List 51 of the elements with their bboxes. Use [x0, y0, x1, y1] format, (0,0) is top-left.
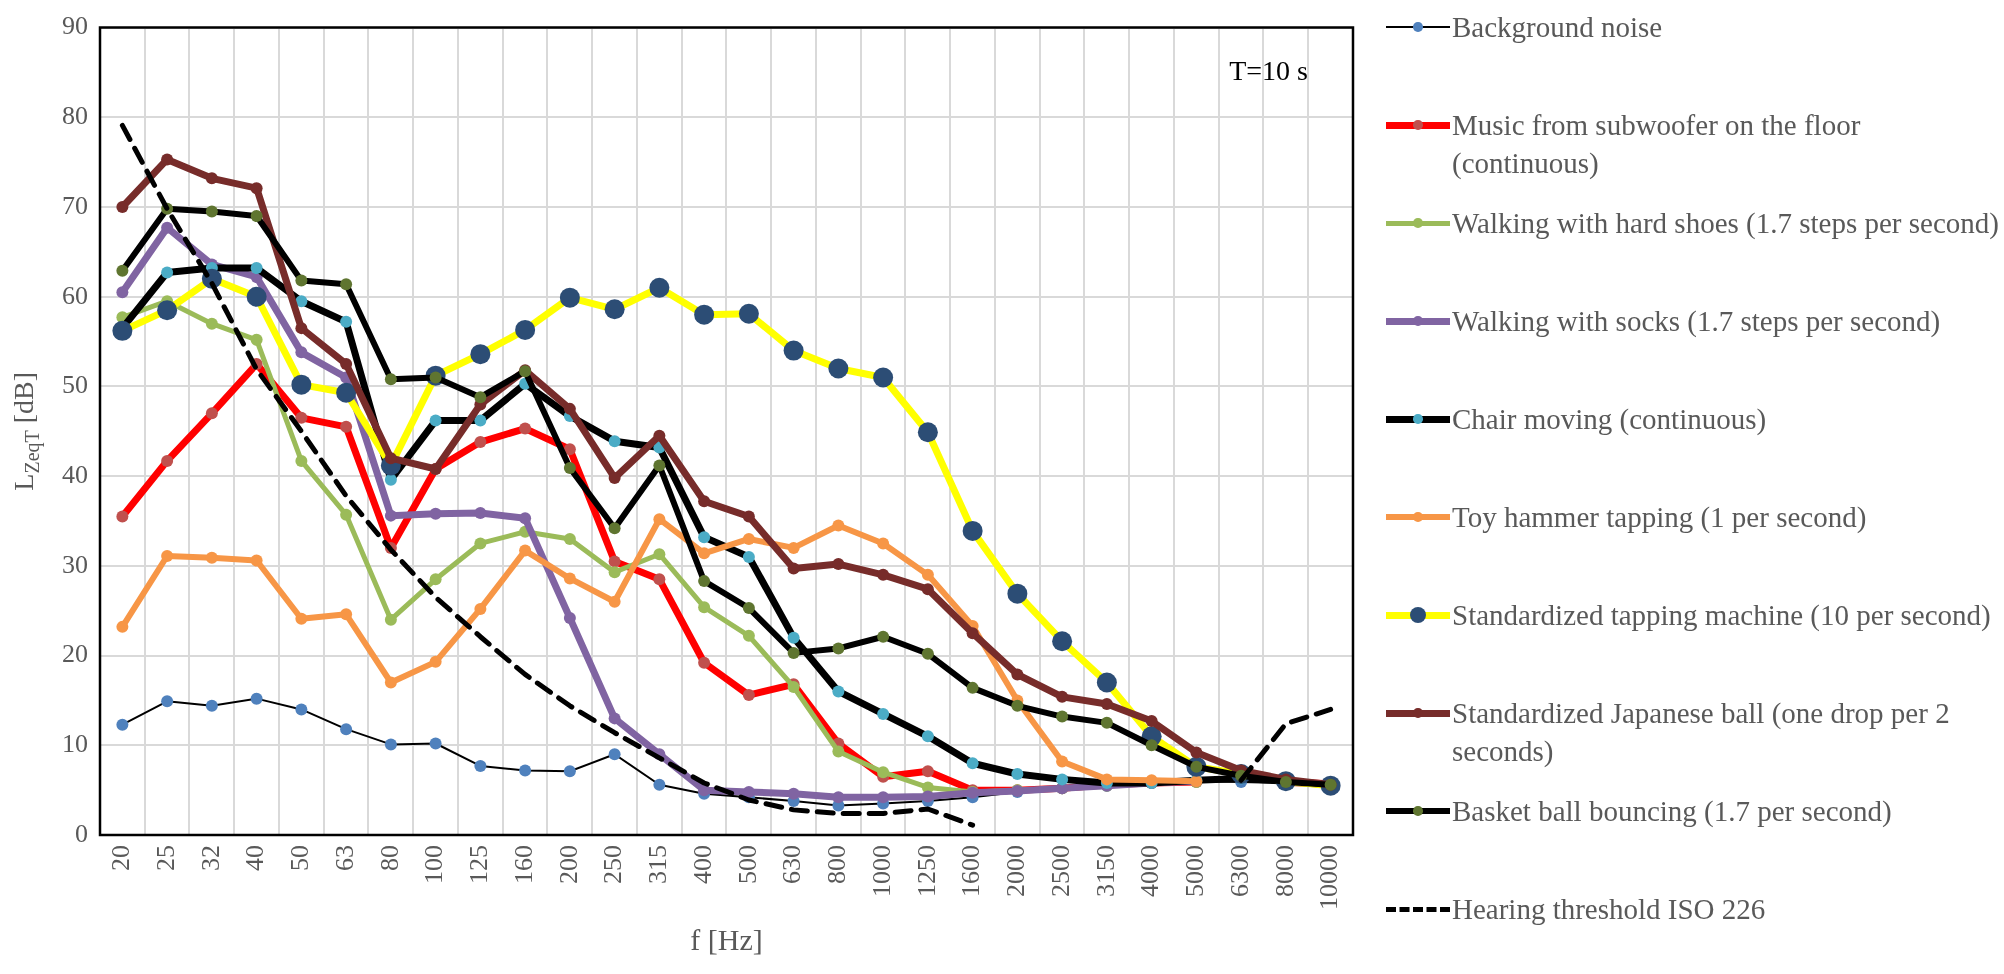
- x-tick-label: 1000: [866, 845, 896, 897]
- x-tick-label: 3150: [1090, 845, 1120, 897]
- x-tick-label: 50: [285, 845, 315, 871]
- x-tick-label: 32: [195, 845, 225, 871]
- x-tick-label: 10000: [1314, 845, 1344, 910]
- y-tick-label: 0: [75, 818, 88, 848]
- legend-label: Music from subwoofer on the floor (continuous): [1451, 108, 1862, 181]
- x-tick-label: 63: [329, 845, 359, 871]
- y-tick-label: 50: [62, 370, 88, 400]
- y-tick-label: 60: [62, 280, 88, 310]
- x-tick-label: 5000: [1180, 845, 1210, 897]
- y-tick-label: 90: [62, 11, 88, 41]
- x-tick-label: 1250: [911, 845, 941, 897]
- y-tick-label: 30: [62, 549, 88, 579]
- annotation: T=10 s: [1229, 54, 1308, 86]
- x-tick-label: 800: [822, 845, 852, 884]
- legend-label: Toy hammer tapping (1 per second): [1451, 500, 1867, 535]
- x-tick-label: 2500: [1045, 845, 1075, 897]
- y-tick-label: 80: [62, 101, 88, 131]
- x-tick-label: 400: [687, 845, 717, 884]
- y-tick-label: 20: [62, 639, 88, 669]
- legend-label: Walking with socks (1.7 steps per second): [1451, 304, 1941, 339]
- x-tick-label: 1600: [956, 845, 986, 897]
- x-tick-label: 500: [732, 845, 762, 884]
- x-tick-label: 160: [508, 845, 538, 884]
- legend-label: Background noise: [1451, 10, 1663, 45]
- legend-label: Chair moving (continuous): [1451, 402, 1767, 437]
- x-tick-label: 315: [643, 845, 673, 884]
- x-tick-label: 125: [464, 845, 494, 884]
- legend-label: Standardized Japanese ball (one drop per 2 seconds): [1451, 696, 1951, 769]
- x-tick-label: 100: [419, 845, 449, 884]
- legend-label: Walking with hard shoes (1.7 steps per second): [1451, 206, 1999, 241]
- x-tick-label: 8000: [1269, 845, 1299, 897]
- x-tick-label: 4000: [1135, 845, 1165, 897]
- y-tick-label: 10: [62, 729, 88, 759]
- x-tick-label: 40: [240, 845, 270, 871]
- x-tick-label: 200: [553, 845, 583, 884]
- legend-label: Hearing threshold ISO 226: [1451, 892, 1766, 927]
- y-tick-label: 40: [62, 459, 88, 489]
- legend-label: Basket ball bouncing (1.7 per second): [1451, 794, 1892, 829]
- x-tick-label: 2000: [1001, 845, 1031, 897]
- x-tick-label: 80: [374, 845, 404, 871]
- y-tick-label: 70: [62, 190, 88, 220]
- y-axis-title: LZeqT [dB]: [8, 371, 45, 491]
- x-tick-label: 250: [598, 845, 628, 884]
- x-tick-label: 20: [106, 845, 136, 871]
- x-tick-label: 630: [777, 845, 807, 884]
- x-tick-label: 25: [150, 845, 180, 871]
- x-tick-label: 6300: [1224, 845, 1254, 897]
- legend-label: Standardized tapping machine (10 per second): [1451, 598, 1991, 633]
- x-axis-title: f [Hz]: [690, 922, 763, 956]
